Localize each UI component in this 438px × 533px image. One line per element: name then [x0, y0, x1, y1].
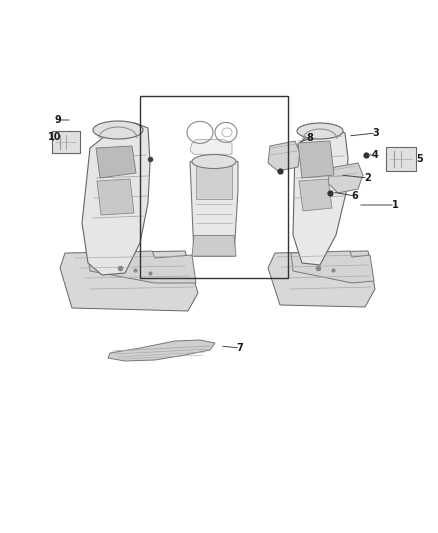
Text: 9: 9: [55, 115, 61, 125]
Polygon shape: [386, 147, 416, 171]
Polygon shape: [293, 128, 348, 265]
Polygon shape: [108, 340, 215, 361]
Ellipse shape: [192, 155, 236, 168]
Text: 2: 2: [364, 173, 371, 183]
Text: 4: 4: [371, 150, 378, 160]
Polygon shape: [52, 131, 80, 153]
Text: 6: 6: [352, 191, 358, 201]
Polygon shape: [196, 166, 232, 199]
Polygon shape: [299, 179, 332, 211]
Polygon shape: [82, 123, 150, 275]
Text: 1: 1: [392, 200, 399, 210]
Polygon shape: [97, 179, 134, 215]
Ellipse shape: [93, 121, 143, 139]
Text: 8: 8: [307, 133, 314, 143]
Text: 7: 7: [237, 343, 244, 353]
Polygon shape: [298, 141, 334, 178]
Ellipse shape: [297, 123, 343, 139]
Text: 5: 5: [417, 154, 424, 164]
Polygon shape: [96, 146, 136, 178]
Polygon shape: [190, 161, 238, 256]
Text: 10: 10: [48, 132, 62, 142]
Polygon shape: [88, 251, 196, 283]
Polygon shape: [190, 140, 232, 154]
Polygon shape: [328, 163, 363, 193]
Polygon shape: [192, 236, 236, 256]
Bar: [140, 96, 288, 278]
Polygon shape: [291, 251, 374, 283]
Polygon shape: [268, 251, 375, 307]
Polygon shape: [60, 251, 198, 311]
Text: 3: 3: [373, 128, 379, 138]
Polygon shape: [268, 141, 300, 171]
